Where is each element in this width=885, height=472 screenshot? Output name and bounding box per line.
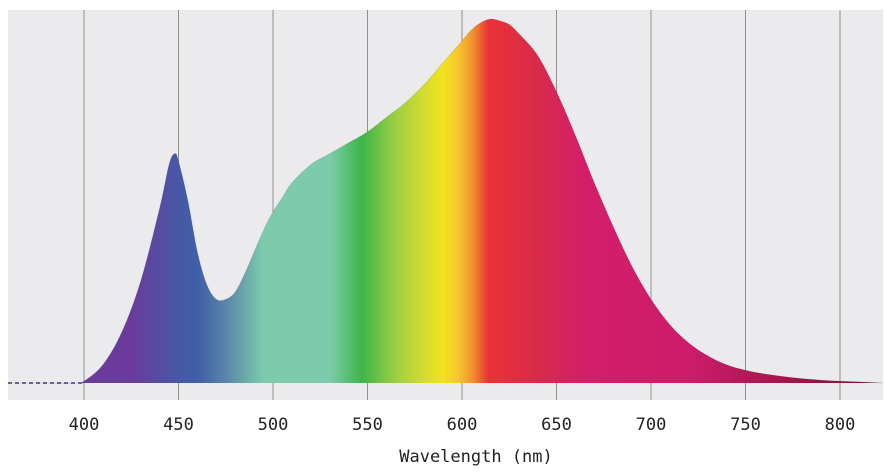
spectrum-outline <box>8 18 884 384</box>
x-tick-label-800: 800 <box>825 415 856 435</box>
x-axis-title: Wavelength (nm) <box>399 447 553 467</box>
spectrum-area <box>8 18 883 384</box>
x-tick-label-400: 400 <box>69 415 100 435</box>
x-tick-label-500: 500 <box>258 415 289 435</box>
x-tick-label-750: 750 <box>730 415 761 435</box>
x-tick-label-450: 450 <box>163 415 194 435</box>
x-tick-label-700: 700 <box>636 415 667 435</box>
x-tick-label-550: 550 <box>352 415 383 435</box>
x-axis-ticks: 400 450 500 550 600 650 700 750 800 <box>69 415 856 435</box>
x-tick-label-600: 600 <box>447 415 478 435</box>
x-tick-label-650: 650 <box>541 415 572 435</box>
